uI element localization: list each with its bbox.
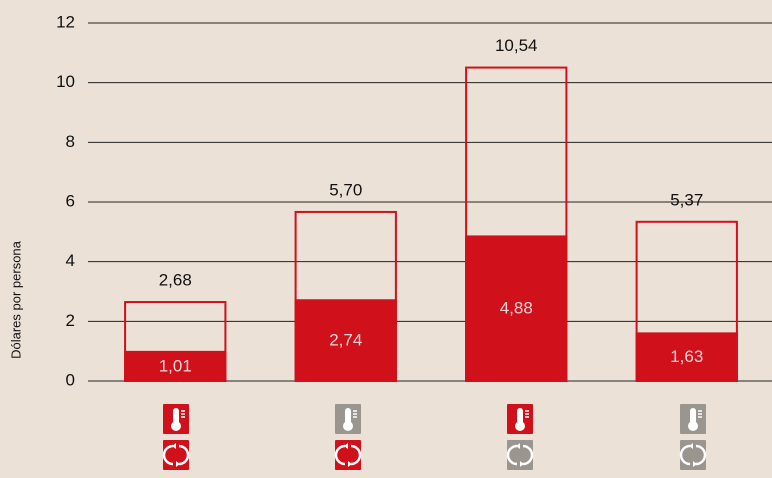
heating-icon: [679, 403, 707, 435]
bar: [124, 350, 227, 381]
value-label: 5,37: [670, 190, 703, 209]
cycle-icon: [161, 438, 191, 472]
y-tick-label: 12: [56, 12, 75, 31]
y-axis-label: Dólares por persona: [8, 240, 23, 359]
bar: [294, 299, 397, 381]
y-tick-label: 4: [66, 251, 75, 270]
heating-icon: [162, 403, 190, 435]
heating-icon: [506, 403, 534, 435]
value-label: 2,74: [329, 331, 362, 350]
bar: [635, 332, 738, 381]
value-label: 1,63: [670, 347, 703, 366]
cycle-icon: [678, 438, 708, 472]
heating-icon: [334, 403, 362, 435]
y-tick-label: 8: [66, 132, 75, 151]
y-tick-label: 6: [66, 191, 75, 210]
y-tick-label: 2: [66, 311, 75, 330]
cycle-icon: [505, 438, 535, 472]
value-label: 1,01: [159, 356, 192, 375]
value-label: 4,88: [500, 299, 533, 318]
bar: [465, 235, 568, 381]
cycle-icon: [333, 438, 363, 472]
y-tick-label: 10: [56, 72, 75, 91]
value-label: 5,70: [329, 180, 362, 199]
value-label: 2,68: [159, 271, 192, 290]
value-label: 10,54: [495, 36, 538, 55]
y-tick-label: 0: [66, 370, 75, 389]
